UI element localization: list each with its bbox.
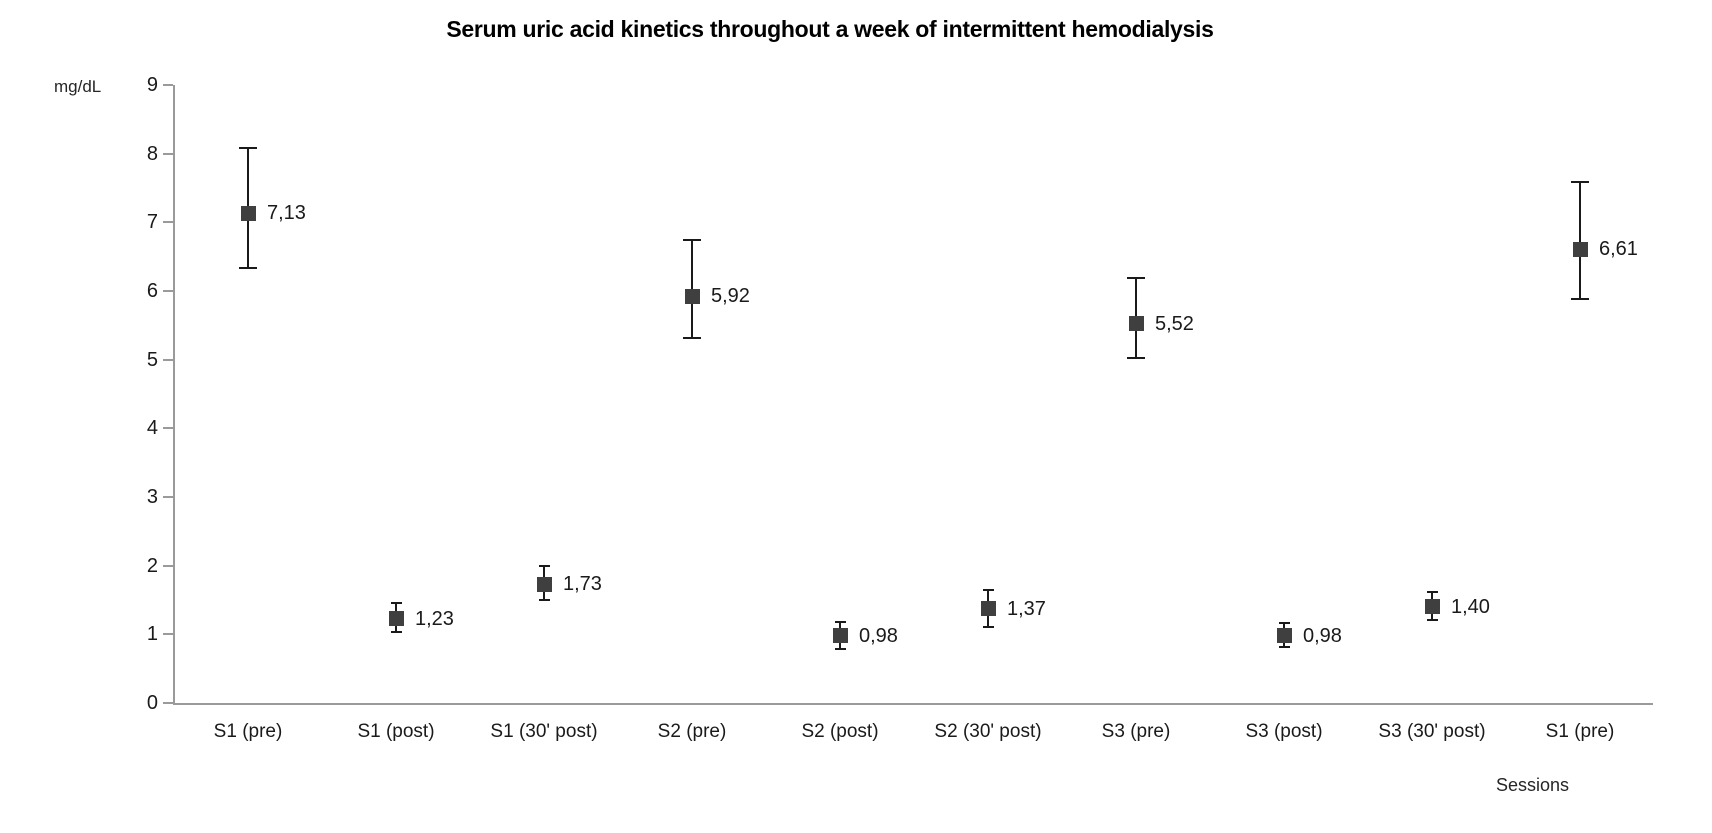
x-category-label: S1 (post): [357, 721, 435, 742]
error-bar-cap-top: [1426, 591, 1438, 594]
error-bar-cap-bottom: [1426, 618, 1438, 621]
data-point-label: 1,40: [1451, 595, 1490, 618]
y-axis-unit-label: mg/dL: [54, 77, 102, 96]
data-point-marker: [1128, 316, 1144, 332]
x-category-label: S2 (pre): [657, 721, 727, 742]
data-point-marker: [388, 611, 404, 627]
error-bar-cap-top: [834, 620, 846, 623]
y-tick-label: 5: [146, 348, 158, 371]
y-tick-label: 1: [146, 623, 158, 646]
data-point-marker: [1424, 599, 1440, 615]
error-bar-cap-bottom: [683, 336, 701, 339]
error-bar: [691, 240, 693, 338]
y-axis-tick: [163, 496, 173, 498]
error-bar-cap-bottom: [538, 599, 550, 601]
data-point-label: 5,92: [711, 285, 750, 308]
error-bar-cap-bottom: [239, 267, 257, 270]
x-category-label: S1 (pre): [1545, 721, 1615, 742]
data-point-marker: [684, 288, 700, 304]
data-point-label: 1,73: [563, 573, 602, 596]
error-bar-cap-top: [390, 602, 402, 605]
y-axis-tick: [163, 290, 173, 292]
error-bar-cap-top: [683, 239, 701, 242]
y-tick-label: 6: [146, 280, 158, 302]
data-point-label: 0,98: [859, 624, 898, 647]
error-bar-cap-bottom: [982, 626, 994, 629]
x-category-label: S1 (pre): [213, 721, 283, 742]
y-tick-label: 0: [146, 692, 158, 714]
error-bar: [1579, 181, 1581, 299]
y-tick-label: 3: [146, 486, 158, 508]
y-axis-tick: [163, 702, 173, 704]
y-axis-tick: [163, 427, 173, 430]
chart-title: Serum uric acid kinetics throughout a we…: [446, 16, 1214, 42]
error-bar-cap-bottom: [1278, 645, 1290, 648]
error-bar-cap-bottom: [390, 631, 402, 634]
error-bar-cap-top: [1278, 622, 1290, 625]
data-point-label: 0,98: [1303, 624, 1342, 647]
y-tick-label: 2: [146, 554, 158, 577]
y-tick-label: 8: [146, 142, 158, 165]
data-point-marker: [536, 576, 552, 592]
data-point-marker: [1276, 628, 1292, 644]
y-tick-label: 7: [146, 211, 158, 234]
data-point-label: 5,52: [1155, 312, 1194, 335]
y-axis-tick: [163, 564, 173, 567]
y-axis-tick: [163, 633, 173, 636]
y-axis-tick: [163, 152, 173, 155]
y-tick-label: 4: [146, 417, 158, 440]
x-axis-line: [173, 703, 1653, 705]
x-category-label: S3 (30' post): [1378, 721, 1486, 742]
y-axis-tick: [163, 221, 173, 224]
data-point-label: 7,13: [267, 202, 306, 225]
x-category-label: S3 (pre): [1101, 721, 1171, 742]
y-axis-tick: [163, 84, 173, 86]
error-bar-cap-top: [239, 147, 257, 150]
x-category-label: S1 (30' post): [490, 721, 598, 742]
y-tick-label: 9: [146, 74, 158, 96]
error-bar-cap-bottom: [1571, 297, 1589, 300]
x-category-label: S2 (post): [801, 721, 879, 742]
error-bar-cap-bottom: [834, 647, 846, 650]
error-bar-cap-top: [1571, 180, 1589, 183]
x-axis-title: Sessions: [1495, 775, 1570, 795]
error-bar-cap-top: [538, 565, 550, 568]
error-bar-cap-top: [1127, 276, 1145, 279]
data-point-marker: [980, 601, 996, 617]
data-point-marker: [240, 205, 256, 221]
data-point-label: 6,61: [1599, 238, 1638, 261]
data-point-marker: [1572, 241, 1588, 257]
y-axis-tick: [163, 358, 173, 361]
data-point-marker: [832, 628, 848, 644]
x-category-label: S2 (30' post): [934, 721, 1042, 742]
error-bar-cap-top: [982, 589, 994, 592]
x-category-label: S3 (post): [1245, 721, 1323, 742]
data-point-label: 1,23: [415, 607, 454, 630]
error-bar-cap-bottom: [1127, 356, 1145, 359]
data-point-label: 1,37: [1007, 597, 1046, 620]
y-axis-line: [173, 85, 175, 705]
